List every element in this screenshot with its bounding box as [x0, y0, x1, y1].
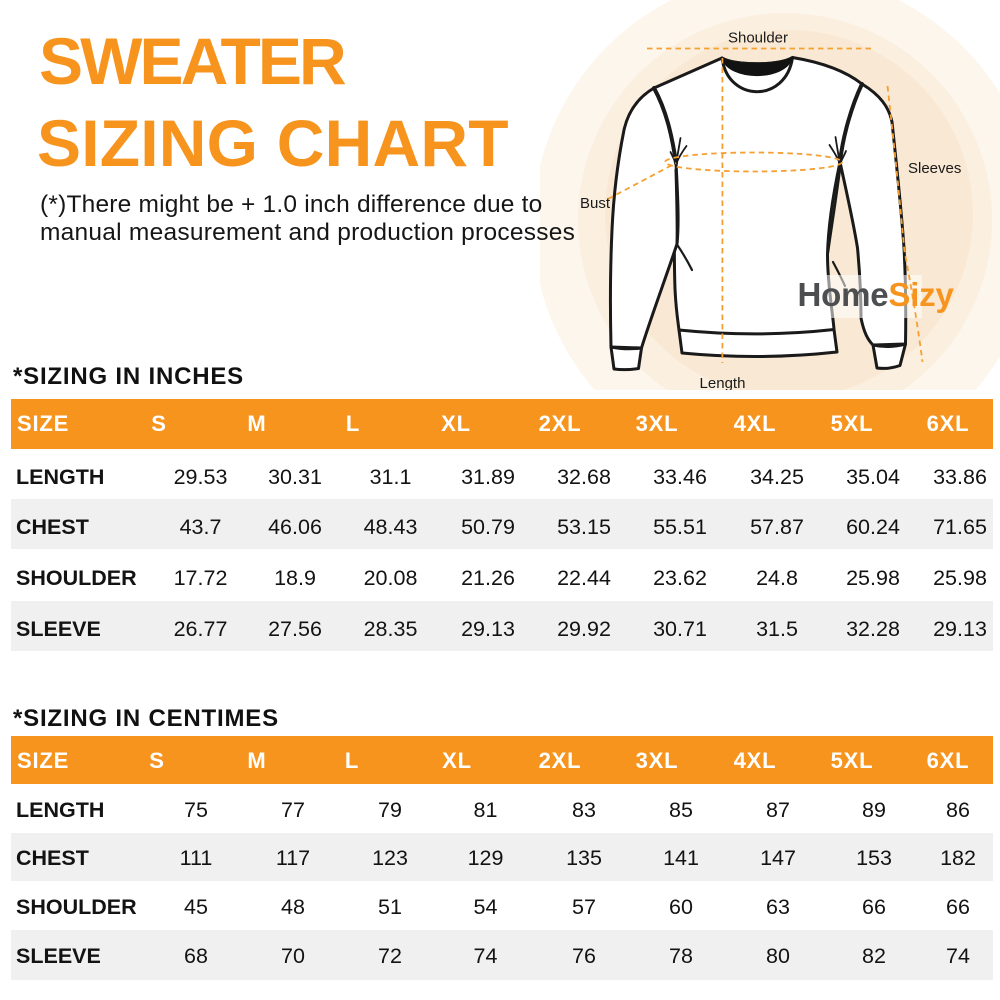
svg-text:Sleeves: Sleeves [908, 160, 961, 177]
svg-text:Bust: Bust [580, 195, 611, 212]
svg-text:Length: Length [700, 375, 746, 390]
svg-text:Shoulder: Shoulder [728, 29, 788, 46]
svg-text:HomeSizy: HomeSizy [798, 276, 955, 313]
